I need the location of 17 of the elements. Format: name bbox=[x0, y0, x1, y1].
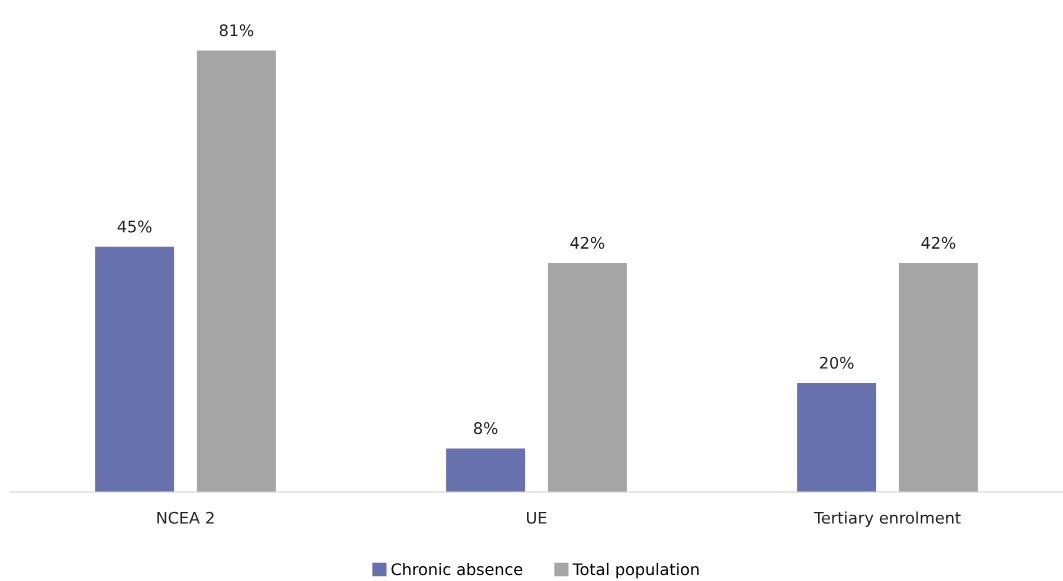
data-label: 45% bbox=[117, 220, 152, 233]
legend-label: Total population bbox=[572, 562, 699, 579]
bar bbox=[898, 263, 978, 492]
data-label: 81% bbox=[219, 24, 254, 37]
x-tick-label: NCEA 2 bbox=[157, 511, 214, 524]
bar bbox=[95, 246, 175, 492]
legend-label: Chronic absence bbox=[391, 562, 523, 576]
bar bbox=[797, 382, 877, 492]
data-label: 42% bbox=[570, 236, 605, 249]
data-label: 8% bbox=[474, 422, 498, 435]
bar bbox=[547, 263, 627, 492]
bar bbox=[446, 448, 526, 492]
x-tick-label: Tertiary enrolment bbox=[813, 511, 961, 527]
data-label: 42% bbox=[921, 236, 956, 249]
x-tick-label: UE bbox=[527, 511, 547, 524]
bar bbox=[196, 50, 276, 492]
data-label: 20% bbox=[820, 356, 854, 369]
